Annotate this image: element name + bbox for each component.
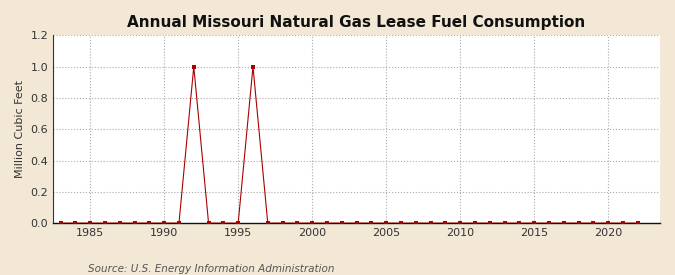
Text: Source: U.S. Energy Information Administration: Source: U.S. Energy Information Administ… [88,264,334,274]
Y-axis label: Million Cubic Feet: Million Cubic Feet [15,80,25,178]
Title: Annual Missouri Natural Gas Lease Fuel Consumption: Annual Missouri Natural Gas Lease Fuel C… [128,15,586,30]
